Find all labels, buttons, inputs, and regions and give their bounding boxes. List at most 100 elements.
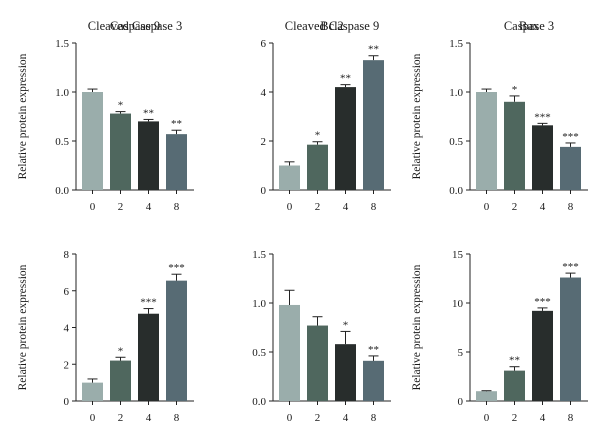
significance-label: *** [562, 131, 579, 143]
x-tick-label: 8 [568, 412, 574, 424]
chart-panel-1: Cleaved Caspase 9 0 2 4 6 0 * 2 ** 4 ** 8 [261, 19, 391, 213]
x-tick-label: 0 [90, 201, 96, 213]
significance-label: * [118, 345, 124, 357]
x-tick-label: 4 [146, 412, 152, 424]
y-tick-label: 0 [458, 396, 464, 408]
y-tick-label: 4 [261, 87, 267, 99]
x-tick-label: 2 [118, 412, 124, 424]
chart-panel-0: Caspase 9 Relative protein expression 0.0 0… [17, 19, 194, 213]
significance-label: *** [168, 262, 185, 274]
significance-label: *** [534, 296, 551, 308]
significance-label: ** [509, 355, 520, 367]
bar-0 [279, 304, 300, 401]
bar-8 [363, 60, 384, 191]
chart-title: Caspase 3 [504, 19, 554, 33]
chart-title: Bax [519, 19, 540, 33]
x-tick-label: 4 [540, 201, 546, 213]
bar-4 [335, 344, 356, 401]
bar-2 [504, 101, 525, 190]
x-tick-label: 2 [315, 412, 321, 424]
significance-label: ** [368, 44, 379, 56]
significance-label: ** [340, 73, 351, 85]
y-tick-label: 1.0 [252, 298, 266, 310]
bar-4 [138, 313, 159, 401]
bar-2 [307, 144, 328, 190]
bar-0 [82, 382, 103, 401]
significance-label: ** [143, 107, 154, 119]
x-tick-label: 0 [484, 201, 490, 213]
significance-label: * [118, 100, 124, 112]
x-tick-label: 2 [315, 201, 321, 213]
x-tick-label: 4 [343, 412, 349, 424]
x-tick-label: 8 [174, 412, 180, 424]
y-tick-label: 4 [64, 323, 70, 335]
significance-label: * [343, 319, 349, 331]
x-tick-label: 4 [343, 201, 349, 213]
y-tick-label: 10 [452, 298, 464, 310]
chart-panel-2: Caspase 3 Relative protein expression 0.0 0… [411, 19, 588, 213]
x-tick-label: 2 [512, 201, 518, 213]
y-tick-label: 0.0 [55, 185, 69, 197]
bar-2 [110, 113, 131, 190]
bar-4 [138, 121, 159, 190]
x-tick-label: 8 [568, 201, 574, 213]
y-tick-label: 0 [64, 396, 70, 408]
y-tick-label: 6 [64, 286, 70, 298]
bar-8 [166, 280, 187, 401]
y-tick-label: 5 [458, 347, 464, 359]
y-tick-label: 1.0 [449, 87, 463, 99]
bar-2 [110, 360, 131, 401]
significance-label: ** [368, 344, 379, 356]
bar-4 [532, 125, 553, 190]
chart-title: Bcl2 [320, 19, 344, 33]
x-tick-label: 2 [512, 412, 518, 424]
significance-label: * [315, 130, 321, 142]
y-tick-label: 15 [452, 249, 464, 261]
x-tick-label: 0 [90, 412, 96, 424]
y-tick-label: 8 [64, 249, 70, 261]
x-tick-label: 4 [540, 412, 546, 424]
bar-2 [307, 325, 328, 401]
chart-title: Cleaved Caspase 9 [285, 19, 379, 33]
bar-0 [82, 92, 103, 190]
bar-0 [476, 391, 497, 401]
y-axis-label: Relative protein expression [411, 53, 423, 179]
bar-2 [504, 370, 525, 401]
bar-8 [363, 360, 384, 401]
x-tick-label: 0 [484, 412, 490, 424]
y-axis-label: Relative protein expression [411, 264, 423, 390]
significance-label: *** [562, 261, 579, 273]
bar-0 [279, 165, 300, 190]
y-tick-label: 0 [261, 185, 267, 197]
chart-panel-5: Bax Relative protein expression 0 5 10 15 0 ** 2… [411, 19, 588, 424]
significance-label: *** [140, 297, 157, 309]
y-tick-label: 1.5 [252, 249, 266, 261]
x-tick-label: 4 [146, 201, 152, 213]
y-tick-label: 0.0 [449, 185, 463, 197]
chart-panel-4: Bcl2 0.0 0.5 1.0 1.5 0 2 * 4 ** 8 [252, 19, 391, 424]
y-axis-label: Relative protein expression [17, 53, 29, 179]
bar-8 [560, 277, 581, 401]
y-tick-label: 1.5 [55, 38, 69, 50]
y-tick-label: 0.5 [55, 136, 69, 148]
bar-4 [335, 87, 356, 190]
bar-8 [166, 134, 187, 190]
chart-title: Caspase 9 [110, 19, 160, 33]
y-tick-label: 1.5 [449, 38, 463, 50]
bar-8 [560, 146, 581, 190]
x-tick-label: 8 [371, 201, 377, 213]
bar-4 [532, 310, 553, 401]
x-tick-label: 0 [287, 412, 293, 424]
y-tick-label: 0.0 [252, 396, 266, 408]
y-tick-label: 6 [261, 38, 267, 50]
y-axis-label: Relative protein expression [17, 264, 29, 390]
x-tick-label: 0 [287, 201, 293, 213]
significance-label: * [512, 84, 518, 96]
chart-panel-3: Cleaved Caspase 3 Relative protein expres… [17, 19, 194, 424]
chart-title: Cleaved Caspase 3 [88, 19, 182, 33]
x-tick-label: 2 [118, 201, 124, 213]
bar-0 [476, 92, 497, 190]
significance-label: *** [534, 111, 551, 123]
y-tick-label: 2 [64, 359, 70, 371]
